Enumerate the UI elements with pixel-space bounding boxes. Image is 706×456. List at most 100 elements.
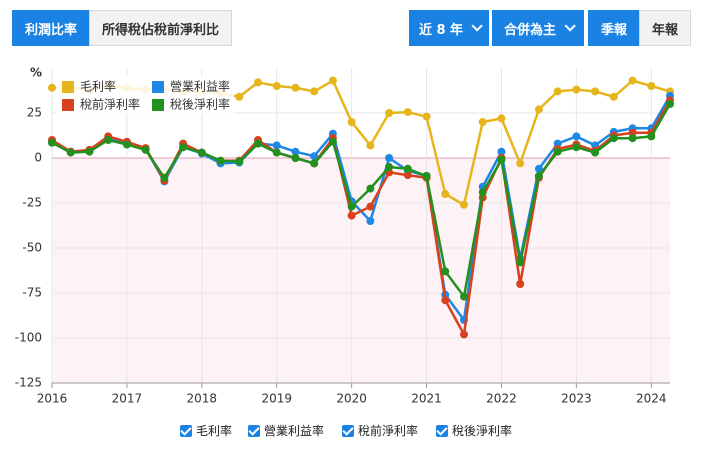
series-toggle[interactable]: 毛利率 [180, 422, 232, 439]
toggle-label: 毛利率 [196, 424, 233, 438]
toggle-label: 稅後淨利率 [452, 424, 513, 438]
legend-swatch [152, 81, 164, 93]
data-point [460, 330, 468, 339]
data-point [516, 280, 525, 288]
data-point [553, 147, 562, 156]
data-point [403, 164, 412, 173]
data-point [291, 147, 300, 156]
x-tick-label: 2020 [336, 392, 367, 406]
period-button[interactable]: 季報 [588, 10, 640, 46]
x-tick-label: 2019 [261, 392, 292, 406]
data-point [385, 154, 394, 162]
legend-box [56, 76, 234, 114]
data-point [497, 114, 506, 123]
data-point [497, 155, 506, 164]
data-point [403, 108, 412, 117]
data-point [254, 139, 262, 148]
data-point [478, 118, 487, 126]
data-point [516, 258, 525, 267]
dropdown-label: 近 8 年 [418, 22, 464, 38]
data-point [66, 148, 75, 157]
data-point [628, 134, 637, 143]
data-point [572, 85, 581, 94]
x-tick-label: 2016 [37, 392, 68, 406]
y-tick-label: 25 [27, 106, 42, 120]
x-tick-label: 2018 [187, 392, 218, 406]
dropdown[interactable]: 近 8 年 [409, 10, 489, 46]
data-point [141, 145, 150, 154]
data-point [478, 188, 487, 197]
checkbox[interactable] [248, 424, 260, 437]
data-point [48, 83, 56, 92]
y-tick-label: 0 [34, 151, 42, 165]
data-point [609, 134, 618, 143]
negative-area [52, 158, 670, 383]
data-point [366, 217, 375, 225]
data-point [366, 184, 375, 193]
data-point [310, 152, 319, 161]
data-point [197, 148, 206, 157]
data-point [441, 296, 450, 305]
data-point [666, 100, 674, 108]
legend-swatch [62, 81, 74, 93]
data-point [179, 143, 188, 152]
y-unit: % [30, 66, 42, 80]
data-point [403, 171, 412, 180]
data-point [272, 148, 281, 157]
data-point [534, 164, 543, 173]
tab[interactable]: 利潤比率 [12, 10, 90, 46]
data-point [48, 138, 56, 147]
x-tick-label: 2022 [486, 392, 517, 406]
series-toggle[interactable]: 營業利益率 [248, 422, 324, 439]
dropdown[interactable]: 合併為主 [492, 10, 584, 46]
legend-label: 稅後淨利率 [170, 97, 230, 112]
data-point [422, 112, 431, 121]
data-point [591, 148, 600, 157]
data-point [347, 202, 356, 211]
data-point [591, 87, 600, 96]
series-toggle[interactable]: 稅前淨利率 [342, 422, 418, 439]
data-point [328, 76, 337, 85]
y-tick-label: -125 [15, 376, 42, 390]
data-point [534, 172, 543, 180]
checkbox[interactable] [436, 424, 448, 437]
data-point [460, 292, 468, 301]
x-tick-label: 2024 [636, 392, 667, 406]
data-point [441, 190, 450, 198]
checkbox[interactable] [342, 424, 354, 437]
legend-label: 稅前淨利率 [80, 97, 140, 112]
data-point [385, 163, 394, 171]
x-tick-label: 2017 [112, 392, 143, 406]
y-tick-label: -100 [15, 331, 42, 345]
data-point [647, 132, 656, 141]
data-point [366, 202, 375, 211]
series-toggle[interactable]: 稅後淨利率 [436, 422, 512, 439]
data-point [122, 140, 131, 149]
data-point [347, 211, 356, 220]
data-point [460, 200, 468, 209]
data-point [385, 109, 394, 117]
tab[interactable]: 所得稅佔稅前淨利比 [89, 10, 232, 46]
data-point [553, 87, 562, 96]
data-point [272, 82, 281, 90]
data-point [235, 157, 244, 166]
data-point [534, 105, 543, 114]
x-tick-label: 2021 [411, 392, 442, 406]
data-point [347, 118, 356, 126]
data-point [310, 87, 319, 96]
data-point [441, 267, 450, 276]
data-point [310, 159, 319, 168]
period-button[interactable]: 年報 [639, 10, 691, 46]
data-point [216, 156, 225, 165]
data-point [628, 76, 637, 85]
legend-swatch [152, 99, 164, 111]
toggle-label: 稅前淨利率 [358, 424, 419, 438]
data-point [422, 172, 431, 180]
data-point [272, 141, 281, 150]
chart: % -125 -100 -75 -50 -25 0 25 2016 2017 2018 2019 20… [15, 66, 674, 406]
y-tick-label: -25 [22, 196, 42, 210]
data-point [497, 147, 506, 156]
checkbox[interactable] [180, 424, 192, 437]
series-line [51, 103, 672, 300]
